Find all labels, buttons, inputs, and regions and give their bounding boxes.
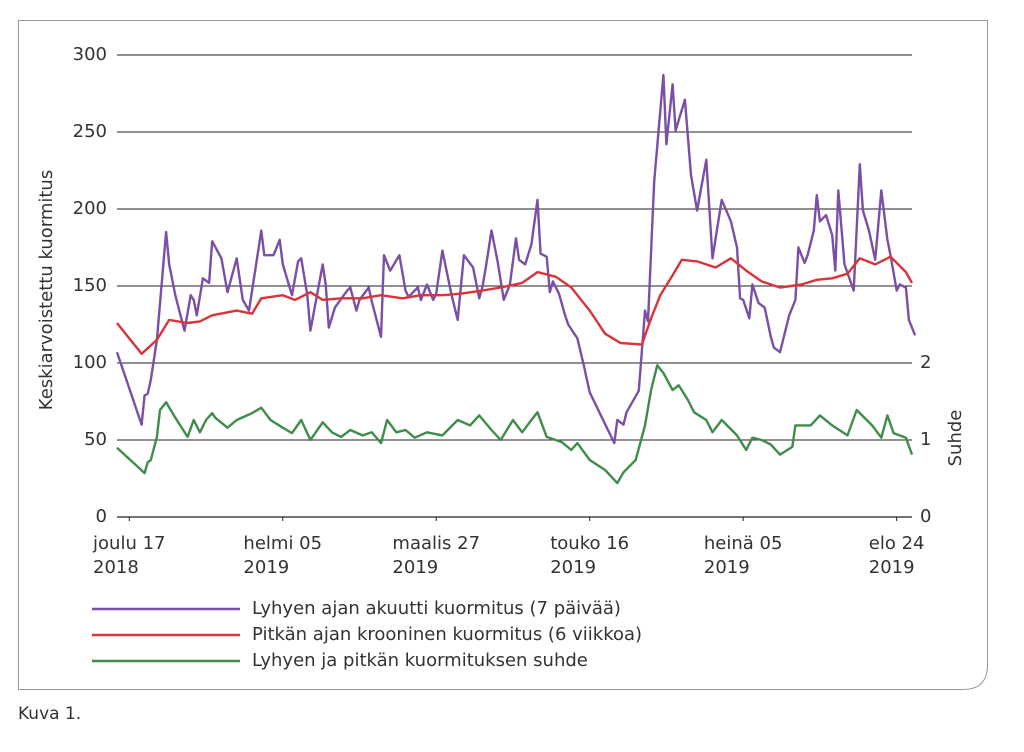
y-tick-label: 150 <box>73 275 107 296</box>
legend-label: Lyhyen ja pitkän kuormituksen suhde <box>252 650 588 671</box>
y2-tick-label: 2 <box>920 352 931 373</box>
x-tick-label: heinä 05 2019 <box>703 533 783 578</box>
data-line <box>116 255 914 355</box>
frame <box>18 20 988 690</box>
legend-label: Pitkän ajan krooninen kuormitus (6 viikk… <box>252 624 642 645</box>
data-line <box>116 364 914 485</box>
y2-tick-label: 1 <box>920 429 931 450</box>
x-tick-label: touko 16 2019 <box>550 533 630 578</box>
y-tick-label: 100 <box>73 352 107 373</box>
caption: Kuva 1. <box>18 704 82 724</box>
x-tick-label: helmi 05 2019 <box>243 533 323 578</box>
x-tick-label: elo 24 2019 <box>868 533 925 578</box>
data-line <box>115 73 917 445</box>
y-tick-label: 200 <box>73 198 107 219</box>
y-tick-label: 300 <box>73 44 107 65</box>
y-tick-label: 250 <box>73 121 107 142</box>
y2-axis-label: Suhde <box>945 410 966 467</box>
y2-tick-label: 0 <box>920 506 931 527</box>
x-tick-label: maalis 27 2019 <box>392 533 481 578</box>
y-tick-label: 50 <box>84 429 107 450</box>
y-axis-label: Keskiarvoistettu kuormitus <box>36 170 57 410</box>
y-tick-label: 0 <box>96 506 107 527</box>
legend-label: Lyhyen ajan akuutti kuormitus (7 päivää) <box>252 598 621 619</box>
x-tick-label: joulu 17 2018 <box>93 533 166 578</box>
